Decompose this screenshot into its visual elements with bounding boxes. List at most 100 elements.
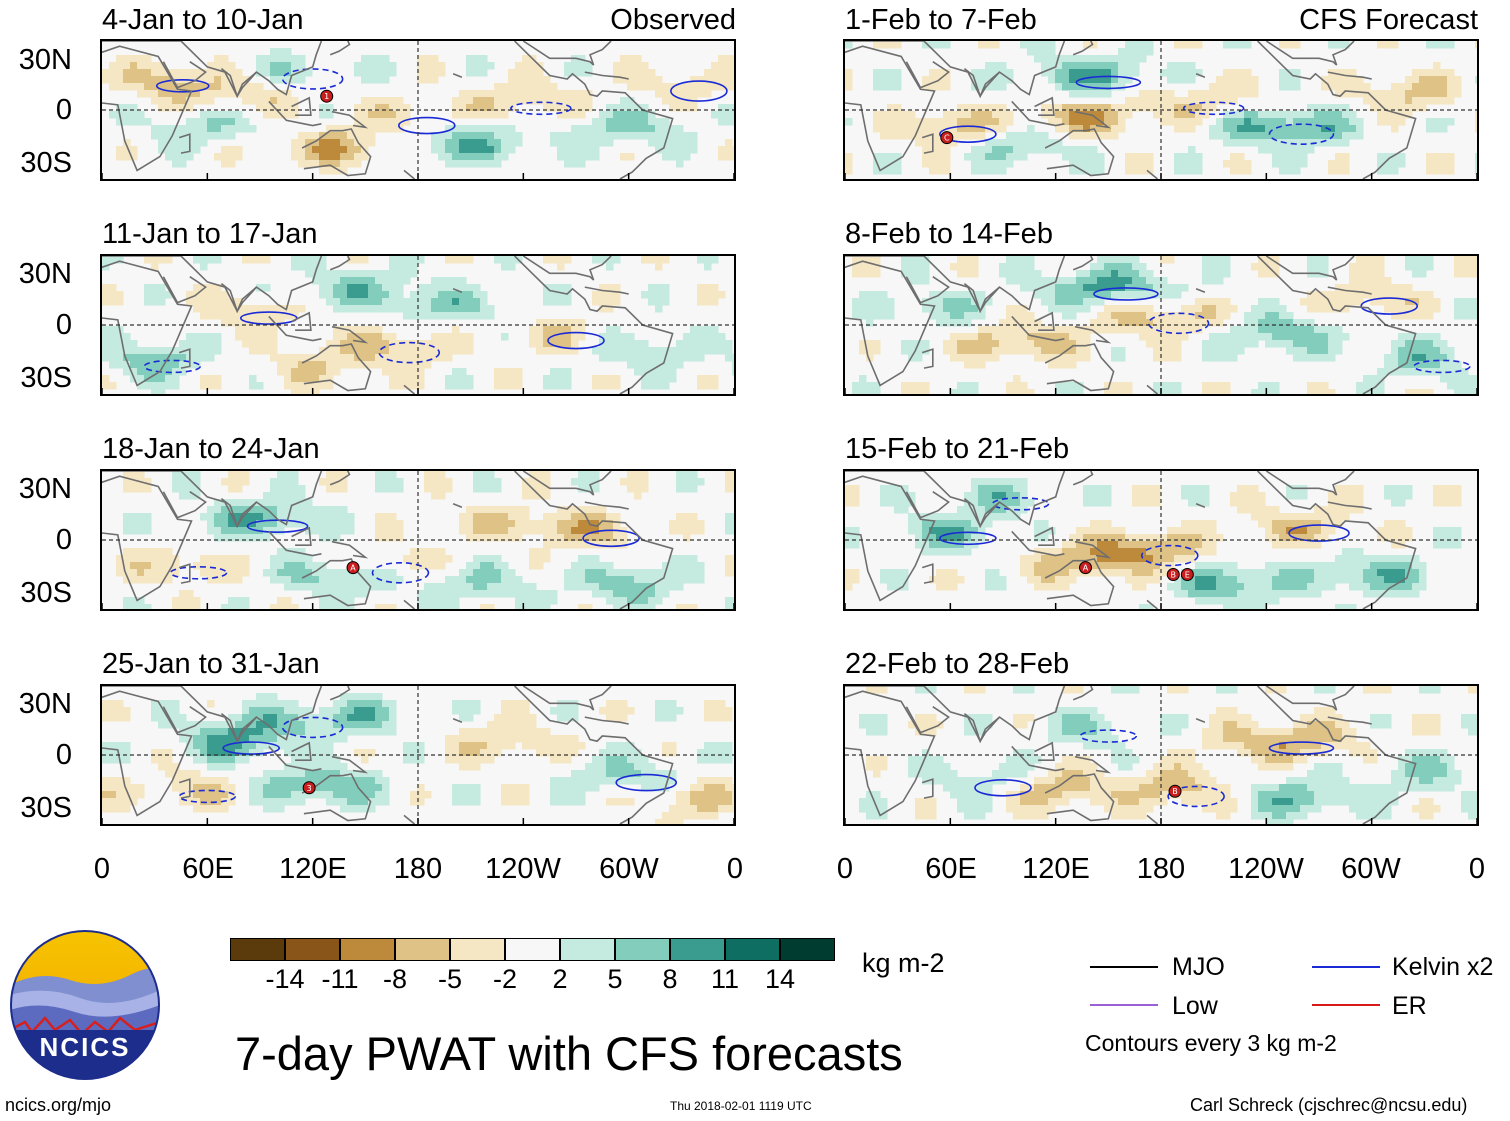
- footer-url[interactable]: ncics.org/mjo: [5, 1095, 112, 1115]
- lon-label: 0: [726, 853, 744, 885]
- legend-line-kelvin: [1312, 966, 1380, 968]
- ncics-logo-graphic: [10, 930, 160, 1080]
- pwat-anomaly-field: 1: [102, 41, 734, 179]
- lon-label: 60E: [182, 853, 234, 885]
- forecast-map-panel: C: [843, 39, 1479, 181]
- storm-marker: A: [346, 561, 360, 575]
- colorbar-swatch: [560, 938, 615, 961]
- storm-marker-id: C: [944, 134, 950, 143]
- panel-title: 1-Feb to 7-Feb: [845, 4, 1037, 36]
- lat-label: 30N: [18, 44, 72, 76]
- colorbar-tick: 5: [607, 964, 623, 994]
- lon-label: 120E: [1022, 853, 1090, 885]
- storm-marker-id: A: [1083, 564, 1089, 573]
- storm-marker: 3: [302, 781, 316, 795]
- storm-marker-id: E: [1185, 571, 1190, 580]
- lon-label: 60W: [1341, 853, 1401, 885]
- panel-title: 4-Jan to 10-Jan: [102, 4, 304, 36]
- pwat-anomaly-field: 3: [102, 686, 734, 824]
- colorbar-swatch: [450, 938, 505, 961]
- footer-credit: Carl Schreck (cjschrec@ncsu.edu): [1190, 1095, 1468, 1115]
- colorbar-tick: 14: [764, 964, 796, 994]
- lon-label: 0: [1468, 853, 1486, 885]
- legend-line-er: [1312, 1004, 1380, 1006]
- colorbar-tick: -11: [321, 964, 359, 994]
- colorbar-tick: -2: [492, 964, 518, 994]
- legend-line-low: [1090, 1004, 1158, 1006]
- lon-label: 60E: [925, 853, 977, 885]
- lat-label: 0: [55, 524, 72, 556]
- lat-label: 30N: [18, 258, 72, 290]
- lat-label: 0: [55, 739, 72, 771]
- forecast-map-panel: B: [843, 684, 1479, 826]
- pwat-anomaly-field: [845, 256, 1477, 394]
- colorbar-swatch: [230, 938, 285, 961]
- lat-label: 30S: [20, 147, 72, 179]
- legend-label: Low: [1172, 992, 1218, 1020]
- legend-note: Contours every 3 kg m-2: [1085, 1030, 1337, 1056]
- lon-label: 120W: [1228, 853, 1304, 885]
- storm-marker: B: [1166, 568, 1180, 581]
- panel-title: 18-Jan to 24-Jan: [102, 433, 320, 465]
- storm-marker: E: [1180, 568, 1194, 581]
- colorbar-swatch: [285, 938, 340, 961]
- colorbar-tick: 2: [552, 964, 568, 994]
- figure-title: 7-day PWAT with CFS forecasts: [235, 1027, 903, 1080]
- legend-label: MJO: [1172, 953, 1225, 981]
- storm-marker-id: 3: [307, 784, 312, 793]
- colorbar-swatch: [780, 938, 835, 961]
- panel-title: 25-Jan to 31-Jan: [102, 648, 320, 680]
- colorbar-tick: -8: [382, 964, 408, 994]
- logo-text: NCICS: [39, 1032, 131, 1062]
- storm-marker: B: [1168, 784, 1182, 798]
- lon-label: 120W: [485, 853, 561, 885]
- ncics-logo[interactable]: NCICS: [10, 930, 160, 1080]
- observed-map-panel: [100, 254, 736, 396]
- legend-label: ER: [1392, 992, 1427, 1020]
- lon-label: 0: [836, 853, 854, 885]
- footer-timestamp: Thu 2018-02-01 1119 UTC: [670, 1099, 812, 1113]
- observed-map-panel: 1: [100, 39, 736, 181]
- storm-marker-id: B: [1171, 571, 1177, 580]
- panel-title: 8-Feb to 14-Feb: [845, 218, 1053, 250]
- colorbar-swatch: [505, 938, 560, 961]
- pwat-anomaly-field: [102, 256, 734, 394]
- pwat-anomaly-field: A: [102, 471, 734, 609]
- forecast-map-panel: [843, 254, 1479, 396]
- colorbar-tick: -5: [437, 964, 463, 994]
- storm-marker: 1: [320, 89, 334, 103]
- lat-label: 0: [55, 94, 72, 126]
- observed-map-panel: A: [100, 469, 736, 611]
- lon-label: 120E: [279, 853, 347, 885]
- storm-marker: A: [1079, 561, 1093, 575]
- colorbar-swatch: [340, 938, 395, 961]
- forecast-label: CFS Forecast: [1299, 4, 1478, 36]
- colorbar-tick: 11: [710, 964, 740, 994]
- storm-marker: C: [940, 131, 954, 145]
- lat-label: 30N: [18, 473, 72, 505]
- lon-label: 180: [1136, 853, 1186, 885]
- panel-title: 11-Jan to 17-Jan: [102, 218, 318, 250]
- pwat-anomaly-field: C: [845, 41, 1477, 179]
- lat-label: 30S: [20, 577, 72, 609]
- colorbar-units: kg m-2: [862, 948, 945, 978]
- lat-label: 30S: [20, 792, 72, 824]
- colorbar-tick: 8: [662, 964, 678, 994]
- colorbar-swatch: [725, 938, 780, 961]
- panel-title: 15-Feb to 21-Feb: [845, 433, 1070, 465]
- lon-label: 0: [93, 853, 111, 885]
- observed-map-panel: 3: [100, 684, 736, 826]
- observed-label: Observed: [610, 4, 736, 36]
- storm-marker-id: A: [350, 564, 356, 573]
- storm-marker-id: B: [1172, 787, 1178, 796]
- pwat-anomaly-field: A B E: [845, 471, 1477, 609]
- panel-title: 22-Feb to 28-Feb: [845, 648, 1070, 680]
- legend-label: Kelvin x2: [1392, 953, 1494, 981]
- storm-marker-id: 1: [324, 92, 329, 101]
- lon-label: 60W: [599, 853, 659, 885]
- colorbar-swatch: [670, 938, 725, 961]
- lat-label: 30N: [18, 688, 72, 720]
- legend-line-mjo: [1090, 966, 1158, 968]
- lon-label: 180: [393, 853, 443, 885]
